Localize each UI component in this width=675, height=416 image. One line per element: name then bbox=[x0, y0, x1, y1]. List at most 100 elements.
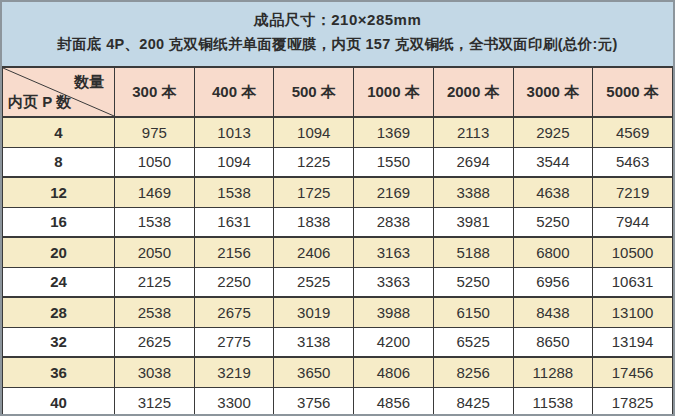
price-cell: 2694 bbox=[433, 147, 513, 177]
quantity-label: 数量 bbox=[74, 73, 104, 92]
row-header-pages: 36 bbox=[3, 357, 115, 387]
column-header-300: 300 本 bbox=[115, 67, 195, 117]
price-cell: 1469 bbox=[115, 177, 195, 207]
price-cell: 1550 bbox=[354, 147, 434, 177]
price-cell: 1050 bbox=[115, 147, 195, 177]
price-cell: 6800 bbox=[513, 237, 593, 267]
price-cell: 3388 bbox=[433, 177, 513, 207]
price-cell: 2169 bbox=[354, 177, 434, 207]
price-cell: 2775 bbox=[194, 327, 274, 357]
price-sheet: 成品尺寸：210×285mm 封面底 4P、200 克双铜纸并单面覆哑膜，内页 … bbox=[0, 0, 675, 416]
price-cell: 1369 bbox=[354, 117, 434, 147]
table-row: 4 975 1013 1094 1369 2113 2925 4569 bbox=[3, 117, 673, 147]
table-row: 20 2050 2156 2406 3163 5188 6800 10500 bbox=[3, 237, 673, 267]
price-cell: 2125 bbox=[115, 267, 195, 297]
price-cell: 1225 bbox=[274, 147, 354, 177]
column-header-400: 400 本 bbox=[194, 67, 274, 117]
price-cell: 3019 bbox=[274, 297, 354, 327]
table-row: 36 3038 3219 3650 4806 8256 11288 17456 bbox=[3, 357, 673, 387]
price-cell: 8438 bbox=[513, 297, 593, 327]
price-cell: 4856 bbox=[354, 387, 434, 416]
price-cell: 10500 bbox=[593, 237, 673, 267]
price-cell: 3125 bbox=[115, 387, 195, 416]
price-cell: 6150 bbox=[433, 297, 513, 327]
price-cell: 2113 bbox=[433, 117, 513, 147]
price-cell: 13194 bbox=[593, 327, 673, 357]
price-cell: 3988 bbox=[354, 297, 434, 327]
price-cell: 5250 bbox=[433, 267, 513, 297]
price-cell: 11538 bbox=[513, 387, 593, 416]
row-header-pages: 40 bbox=[3, 387, 115, 416]
price-cell: 3300 bbox=[194, 387, 274, 416]
price-cell: 13100 bbox=[593, 297, 673, 327]
price-cell: 1538 bbox=[115, 207, 195, 237]
table-row: 40 3125 3300 3756 4856 8425 11538 17825 bbox=[3, 387, 673, 416]
price-cell: 4806 bbox=[354, 357, 434, 387]
column-header-2000: 2000 本 bbox=[433, 67, 513, 117]
price-cell: 2525 bbox=[274, 267, 354, 297]
price-cell: 1094 bbox=[194, 147, 274, 177]
price-cell: 2925 bbox=[513, 117, 593, 147]
price-cell: 1094 bbox=[274, 117, 354, 147]
table-row: 12 1469 1538 1725 2169 3388 4638 7219 bbox=[3, 177, 673, 207]
price-cell: 1013 bbox=[194, 117, 274, 147]
table-row: 28 2538 2675 3019 3988 6150 8438 13100 bbox=[3, 297, 673, 327]
price-cell: 8425 bbox=[433, 387, 513, 416]
column-header-3000: 3000 本 bbox=[513, 67, 593, 117]
price-cell: 3038 bbox=[115, 357, 195, 387]
price-cell: 2838 bbox=[354, 207, 434, 237]
price-cell: 3138 bbox=[274, 327, 354, 357]
price-cell: 4569 bbox=[593, 117, 673, 147]
row-header-pages: 8 bbox=[3, 147, 115, 177]
table-row: 16 1538 1631 1838 2838 3981 5250 7944 bbox=[3, 207, 673, 237]
price-cell: 8256 bbox=[433, 357, 513, 387]
table-row: 32 2625 2775 3138 4200 6525 8650 13194 bbox=[3, 327, 673, 357]
price-cell: 7219 bbox=[593, 177, 673, 207]
row-header-pages: 12 bbox=[3, 177, 115, 207]
price-cell: 11288 bbox=[513, 357, 593, 387]
price-cell: 2050 bbox=[115, 237, 195, 267]
price-cell: 2406 bbox=[274, 237, 354, 267]
price-cell: 2156 bbox=[194, 237, 274, 267]
price-cell: 4200 bbox=[354, 327, 434, 357]
price-table-body: 4 975 1013 1094 1369 2113 2925 4569 8 10… bbox=[3, 117, 673, 416]
corner-header-cell: 数量 内页 P 数 bbox=[3, 67, 115, 117]
price-cell: 975 bbox=[115, 117, 195, 147]
price-cell: 3219 bbox=[194, 357, 274, 387]
price-cell: 1631 bbox=[194, 207, 274, 237]
price-cell: 1838 bbox=[274, 207, 354, 237]
price-cell: 6956 bbox=[513, 267, 593, 297]
column-header-5000: 5000 本 bbox=[593, 67, 673, 117]
row-header-pages: 24 bbox=[3, 267, 115, 297]
row-header-pages: 4 bbox=[3, 117, 115, 147]
price-table: 数量 内页 P 数 300 本 400 本 500 本 1000 本 2000 … bbox=[2, 66, 673, 416]
inner-pages-label: 内页 P 数 bbox=[8, 93, 71, 112]
price-cell: 3544 bbox=[513, 147, 593, 177]
price-cell: 3163 bbox=[354, 237, 434, 267]
price-cell: 2675 bbox=[194, 297, 274, 327]
product-size-text: 成品尺寸：210×285mm bbox=[10, 11, 665, 30]
price-cell: 17456 bbox=[593, 357, 673, 387]
column-header-500: 500 本 bbox=[274, 67, 354, 117]
row-header-pages: 32 bbox=[3, 327, 115, 357]
price-cell: 1725 bbox=[274, 177, 354, 207]
price-cell: 2538 bbox=[115, 297, 195, 327]
price-cell: 3363 bbox=[354, 267, 434, 297]
price-cell: 3981 bbox=[433, 207, 513, 237]
row-header-pages: 16 bbox=[3, 207, 115, 237]
price-cell: 5250 bbox=[513, 207, 593, 237]
price-cell: 5463 bbox=[593, 147, 673, 177]
price-cell: 2625 bbox=[115, 327, 195, 357]
price-cell: 3650 bbox=[274, 357, 354, 387]
paper-spec-text: 封面底 4P、200 克双铜纸并单面覆哑膜，内页 157 克双铜纸，全书双面印刷… bbox=[10, 35, 665, 54]
row-header-pages: 20 bbox=[3, 237, 115, 267]
price-cell: 3756 bbox=[274, 387, 354, 416]
table-row: 24 2125 2250 2525 3363 5250 6956 10631 bbox=[3, 267, 673, 297]
row-header-pages: 28 bbox=[3, 297, 115, 327]
spec-banner: 成品尺寸：210×285mm 封面底 4P、200 克双铜纸并单面覆哑膜，内页 … bbox=[2, 2, 673, 66]
price-cell: 1538 bbox=[194, 177, 274, 207]
price-cell: 7944 bbox=[593, 207, 673, 237]
column-header-1000: 1000 本 bbox=[354, 67, 434, 117]
price-cell: 17825 bbox=[593, 387, 673, 416]
column-header-row: 数量 内页 P 数 300 本 400 本 500 本 1000 本 2000 … bbox=[3, 67, 673, 117]
